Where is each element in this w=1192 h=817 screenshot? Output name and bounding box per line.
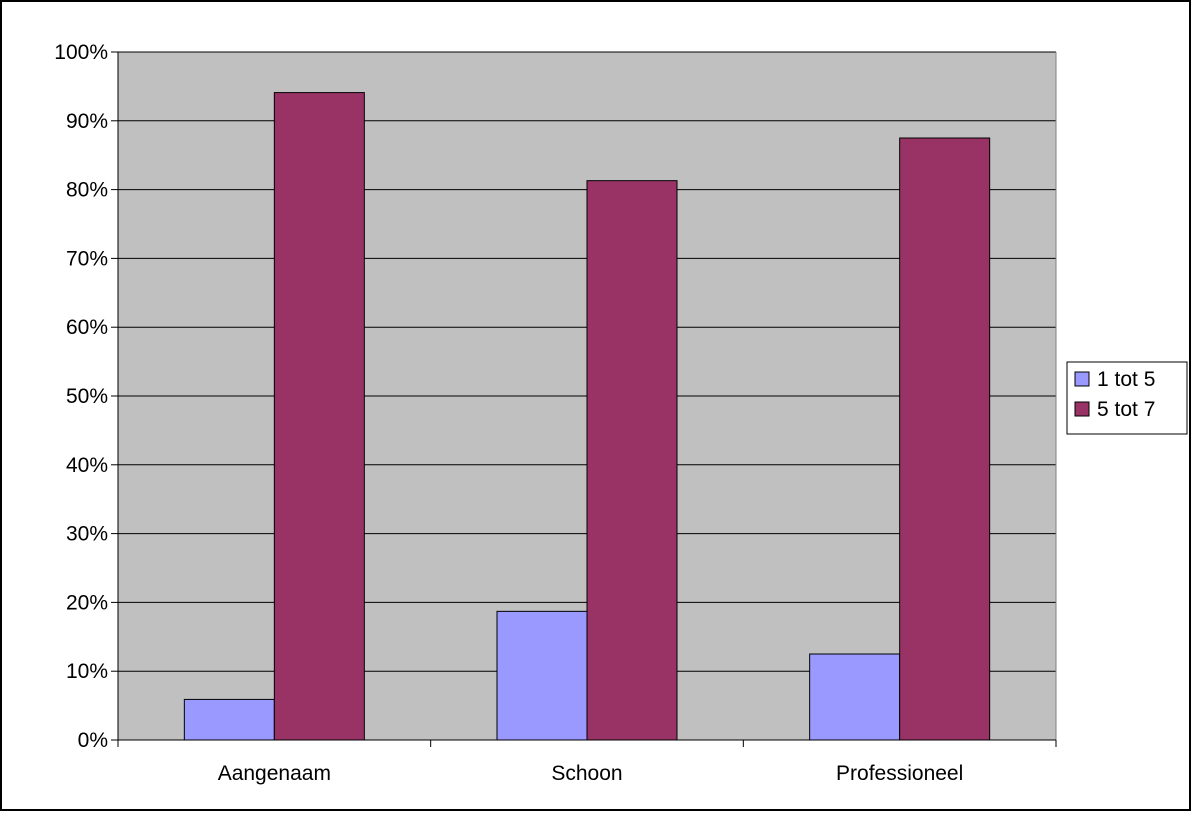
bar-series-1 [183, 698, 275, 741]
x-axis: Aangenaam Schoon Professioneel [117, 740, 1057, 785]
legend-label: 5 tot 7 [1097, 398, 1155, 421]
bar-series-2 [586, 180, 678, 741]
legend-swatch [1074, 401, 1090, 417]
legend-label: 1 tot 5 [1097, 368, 1155, 391]
x-category-label: Aangenaam [218, 762, 331, 785]
y-tick-label: 0% [78, 729, 108, 752]
bar-series-2 [273, 92, 365, 741]
x-category-label: Professioneel [836, 762, 963, 785]
legend: 1 tot 5 5 tot 7 [1066, 361, 1188, 435]
y-axis: 0% 10% 20% 30% 40% 50% 60% 70% 80% 90% 100% [54, 41, 118, 752]
y-tick-label: 30% [66, 523, 108, 546]
bar-series-1 [496, 610, 588, 741]
y-tick-label: 80% [66, 179, 108, 202]
y-tick-label: 70% [66, 247, 108, 270]
x-category-label: Schoon [551, 762, 622, 785]
bars [183, 92, 991, 741]
y-tick-label: 10% [66, 660, 108, 683]
legend-swatch [1074, 371, 1090, 387]
bar-series-2 [899, 137, 991, 741]
y-tick-label: 50% [66, 385, 108, 408]
y-tick-label: 40% [66, 454, 108, 477]
y-tick-label: 20% [66, 591, 108, 614]
y-tick-label: 60% [66, 316, 108, 339]
bar-series-1 [809, 653, 901, 741]
y-tick-label: 100% [54, 41, 108, 64]
y-tick-label: 90% [66, 110, 108, 133]
